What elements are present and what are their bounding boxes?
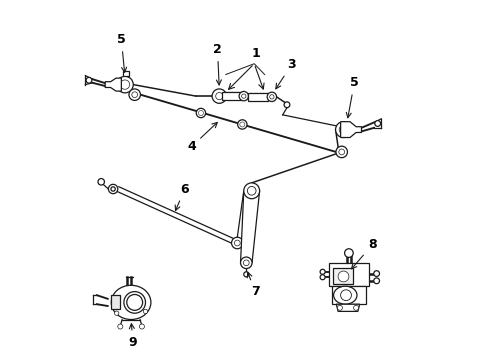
Circle shape bbox=[340, 290, 351, 301]
Circle shape bbox=[335, 146, 347, 158]
Text: 3: 3 bbox=[275, 58, 295, 89]
Circle shape bbox=[234, 240, 240, 246]
Text: 6: 6 bbox=[175, 183, 189, 211]
Circle shape bbox=[247, 186, 256, 195]
Circle shape bbox=[117, 76, 133, 93]
Text: 4: 4 bbox=[186, 122, 217, 153]
Circle shape bbox=[118, 324, 122, 329]
Circle shape bbox=[126, 294, 142, 310]
Circle shape bbox=[239, 122, 244, 127]
Circle shape bbox=[337, 271, 348, 282]
Circle shape bbox=[335, 122, 351, 138]
Circle shape bbox=[344, 249, 352, 257]
Polygon shape bbox=[240, 191, 259, 263]
Circle shape bbox=[266, 92, 276, 102]
Text: 1: 1 bbox=[251, 47, 260, 60]
Circle shape bbox=[243, 260, 249, 266]
Circle shape bbox=[374, 121, 380, 126]
Ellipse shape bbox=[111, 285, 151, 320]
Text: 2: 2 bbox=[213, 43, 222, 85]
Polygon shape bbox=[123, 71, 128, 76]
Polygon shape bbox=[222, 92, 241, 100]
Polygon shape bbox=[248, 93, 268, 101]
Circle shape bbox=[353, 305, 358, 310]
Circle shape bbox=[86, 77, 92, 83]
Circle shape bbox=[373, 278, 379, 284]
Circle shape bbox=[108, 184, 118, 194]
Circle shape bbox=[240, 257, 251, 269]
Circle shape bbox=[143, 309, 147, 314]
Circle shape bbox=[198, 111, 203, 116]
Text: 5: 5 bbox=[117, 33, 126, 72]
Polygon shape bbox=[331, 286, 366, 304]
Circle shape bbox=[241, 94, 245, 98]
Circle shape bbox=[373, 271, 379, 276]
Circle shape bbox=[139, 324, 144, 329]
Text: 5: 5 bbox=[346, 76, 358, 118]
Polygon shape bbox=[332, 268, 352, 284]
Circle shape bbox=[284, 102, 289, 108]
Polygon shape bbox=[340, 122, 361, 138]
Circle shape bbox=[212, 89, 226, 103]
Circle shape bbox=[239, 91, 248, 101]
Circle shape bbox=[132, 92, 137, 98]
Polygon shape bbox=[105, 78, 121, 91]
Text: 8: 8 bbox=[351, 238, 376, 269]
Circle shape bbox=[320, 269, 325, 274]
Circle shape bbox=[244, 183, 259, 199]
Circle shape bbox=[114, 311, 119, 315]
Circle shape bbox=[196, 108, 205, 118]
Circle shape bbox=[320, 275, 325, 280]
Circle shape bbox=[269, 95, 273, 99]
Circle shape bbox=[129, 89, 140, 100]
Polygon shape bbox=[336, 304, 359, 311]
Polygon shape bbox=[328, 263, 368, 286]
Text: 9: 9 bbox=[128, 324, 137, 348]
Ellipse shape bbox=[333, 286, 356, 304]
Circle shape bbox=[338, 149, 344, 155]
Circle shape bbox=[120, 80, 129, 89]
Circle shape bbox=[111, 187, 115, 191]
Circle shape bbox=[237, 120, 246, 129]
Circle shape bbox=[231, 237, 243, 249]
Text: 7: 7 bbox=[247, 272, 259, 298]
Circle shape bbox=[339, 125, 347, 134]
Circle shape bbox=[215, 93, 223, 100]
Circle shape bbox=[337, 305, 342, 310]
Polygon shape bbox=[111, 295, 120, 309]
Circle shape bbox=[244, 272, 248, 277]
Circle shape bbox=[98, 179, 104, 185]
